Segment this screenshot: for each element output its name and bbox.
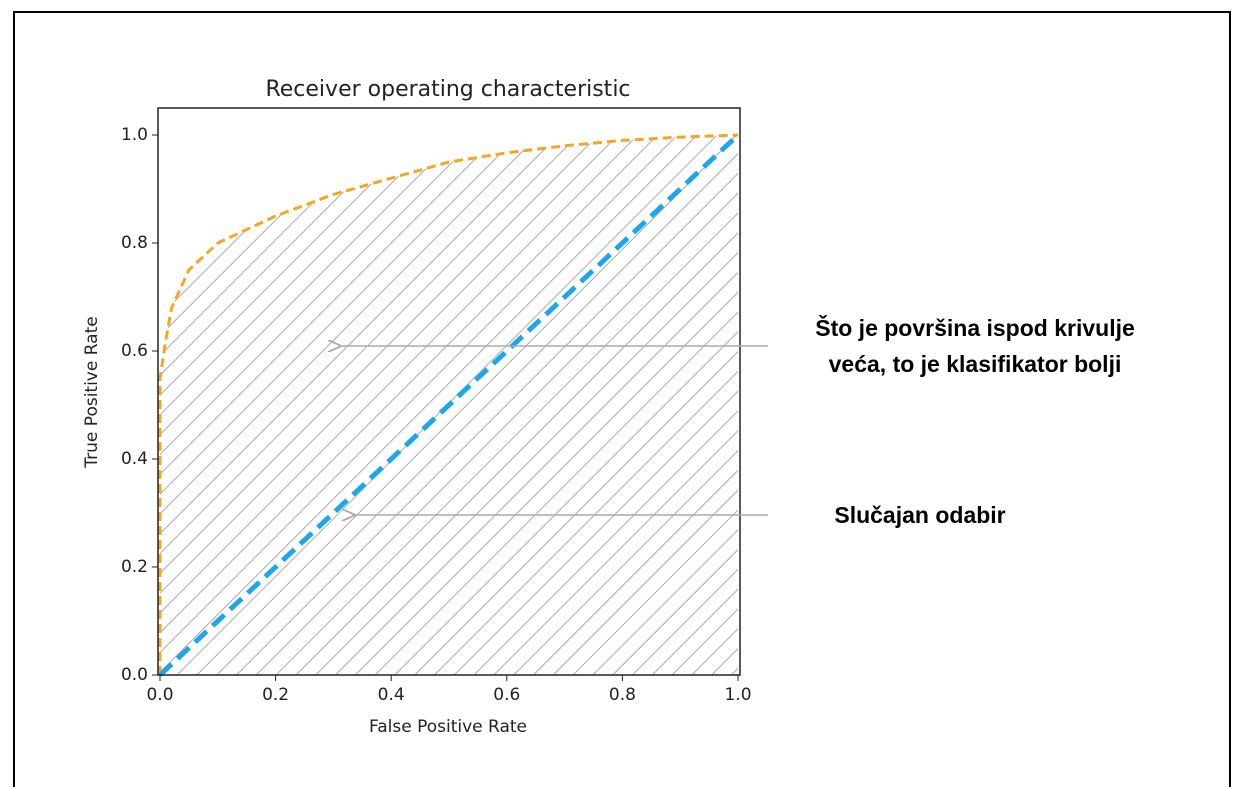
x-axis-label: False Positive Rate [369,717,527,737]
annotation: Slučajan odabir [834,502,1005,528]
frame [13,11,1231,787]
x-tick-label: 0.2 [262,685,289,705]
x-tick-label: 1.0 [724,685,751,705]
y-axis-label: True Positive Rate [82,316,102,468]
x-tick-label: 0.6 [493,685,520,705]
series-line [158,133,740,677]
y-tick-label: 0.2 [121,557,148,577]
annotation: Što je površina ispod krivulje [815,314,1135,341]
annotation: veća, to je klasifikator bolji [829,351,1122,377]
x-tick-label: 0.4 [378,685,405,705]
x-tick-label: 0.0 [146,685,173,705]
y-tick-label: 0.8 [121,233,148,253]
axes-frame [157,107,741,676]
x-tick-label: 0.8 [609,685,636,705]
series-line [158,133,739,675]
y-tick-label: 0.6 [121,341,148,361]
y-tick-label: 1.0 [121,125,148,145]
y-tick-label: 0.4 [121,449,148,469]
chart-title: Receiver operating characteristic [265,77,630,102]
plot: 0.0 0.2 0.4 0.6 0.8 1.0 0.0 0.2 0.4 0.6 0.8 1.0 [121,107,752,705]
y-tick-label: 0.0 [121,665,148,685]
